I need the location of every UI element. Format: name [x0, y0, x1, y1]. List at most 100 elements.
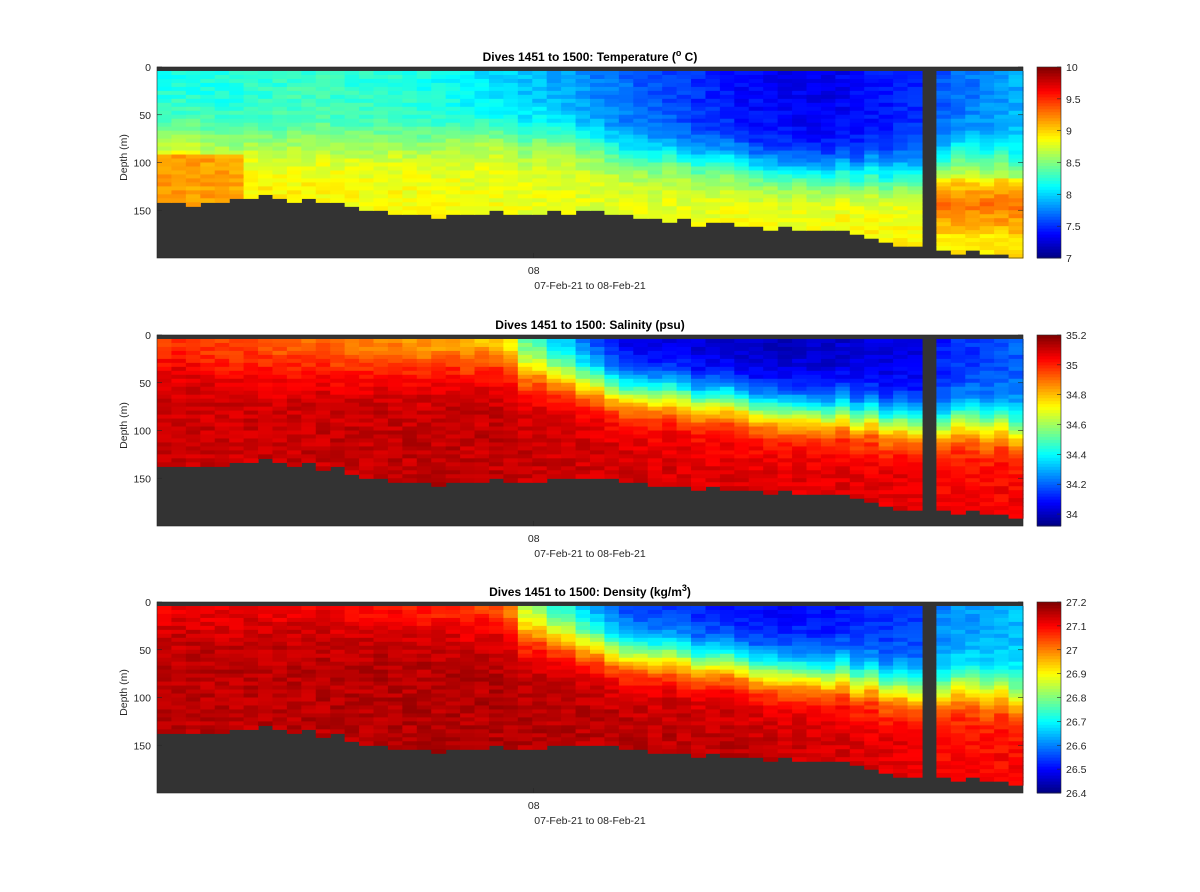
heatmap-cell	[878, 450, 894, 455]
heatmap-cell	[315, 697, 331, 703]
heatmap-cell	[315, 410, 331, 416]
heatmap-cell	[647, 426, 663, 432]
heatmap-cell	[416, 434, 432, 440]
heatmap-cell	[344, 358, 360, 364]
heatmap-cell	[214, 701, 230, 707]
colorbar-segment	[1037, 159, 1061, 163]
heatmap-cell	[676, 466, 692, 471]
heatmap-cell	[488, 74, 504, 80]
heatmap-cell	[315, 645, 331, 651]
heatmap-cell	[691, 122, 707, 128]
heatmap-cell	[575, 186, 591, 191]
heatmap-cell	[517, 210, 533, 215]
heatmap-cell	[965, 350, 981, 356]
heatmap-cell	[258, 342, 274, 348]
heatmap-cell	[734, 162, 750, 168]
heatmap-cell	[849, 150, 865, 156]
heatmap-cell	[546, 402, 562, 408]
heatmap-cell	[878, 166, 894, 172]
heatmap-cell	[820, 166, 836, 172]
heatmap-cell	[994, 382, 1010, 388]
heatmap-cell	[301, 689, 317, 695]
x-tick-label: 08	[528, 533, 540, 545]
heatmap-cell	[171, 725, 187, 730]
heatmap-cell	[214, 673, 230, 679]
heatmap-cell	[546, 410, 562, 416]
heatmap-cell	[705, 374, 721, 380]
colorbar-segment	[1037, 192, 1061, 196]
heatmap-cell	[849, 94, 865, 100]
heatmap-cell	[590, 106, 606, 112]
heatmap-cell	[474, 154, 490, 160]
heatmap-cell	[185, 649, 201, 655]
heatmap-cell	[200, 725, 216, 730]
heatmap-cell	[272, 709, 288, 715]
heatmap-cell	[157, 617, 173, 623]
heatmap-cell	[893, 478, 909, 483]
heatmap-cell	[200, 198, 216, 203]
heatmap-cell	[777, 486, 793, 491]
heatmap-cell	[431, 446, 447, 451]
colorbar-segment	[1037, 340, 1061, 345]
heatmap-cell	[936, 478, 952, 483]
heatmap-cell	[517, 370, 533, 376]
heatmap-cell	[676, 174, 692, 180]
heatmap-cell	[1008, 438, 1024, 444]
heatmap-cell	[286, 146, 302, 152]
heatmap-cell	[517, 346, 533, 352]
heatmap-cell	[691, 374, 707, 380]
heatmap-cell	[806, 342, 822, 348]
heatmap-cell	[820, 210, 836, 215]
heatmap-cell	[864, 478, 880, 483]
heatmap-cell	[705, 430, 721, 436]
heatmap-cell	[734, 78, 750, 84]
heatmap-cell	[445, 390, 461, 396]
heatmap-cell	[431, 470, 447, 475]
heatmap-cell	[647, 446, 663, 451]
heatmap-cell	[835, 182, 851, 187]
heatmap-cell	[286, 625, 302, 631]
heatmap-cell	[965, 358, 981, 364]
heatmap-cell	[200, 418, 216, 424]
heatmap-cell	[517, 182, 533, 187]
heatmap-cell	[590, 122, 606, 128]
heatmap-cell	[806, 422, 822, 428]
heatmap-cell	[618, 422, 634, 428]
heatmap-cell	[157, 342, 173, 348]
heatmap-cell	[301, 190, 317, 195]
heatmap-cell	[691, 366, 707, 372]
heatmap-cell	[301, 649, 317, 655]
heatmap-cell	[691, 130, 707, 136]
heatmap-cell	[258, 190, 274, 195]
heatmap-cell	[185, 693, 201, 699]
heatmap-cell	[965, 338, 981, 344]
heatmap-cell	[806, 114, 822, 120]
heatmap-cell	[893, 442, 909, 448]
heatmap-cell	[546, 454, 562, 459]
heatmap-cell	[200, 665, 216, 671]
heatmap-cell	[734, 198, 750, 203]
heatmap-cell	[820, 430, 836, 436]
heatmap-cell	[431, 134, 447, 140]
heatmap-cell	[229, 609, 245, 615]
heatmap-cell	[488, 418, 504, 424]
heatmap-cell	[1008, 450, 1024, 455]
heatmap-cell	[820, 462, 836, 467]
heatmap-cell	[315, 346, 331, 352]
heatmap-cell	[330, 338, 346, 344]
heatmap-cell	[994, 238, 1010, 243]
heatmap-cell	[662, 170, 678, 176]
heatmap-cell	[647, 466, 663, 471]
heatmap-cell	[777, 190, 793, 195]
heatmap-cell	[200, 194, 216, 199]
heatmap-cell	[719, 354, 735, 360]
heatmap-cell	[950, 222, 966, 227]
heatmap-cell	[373, 114, 389, 120]
heatmap-cell	[878, 414, 894, 420]
heatmap-cell	[633, 358, 649, 364]
heatmap-cell	[387, 102, 403, 108]
heatmap-cell	[532, 210, 548, 215]
heatmap-cell	[402, 86, 418, 92]
heatmap-cell	[864, 498, 880, 503]
